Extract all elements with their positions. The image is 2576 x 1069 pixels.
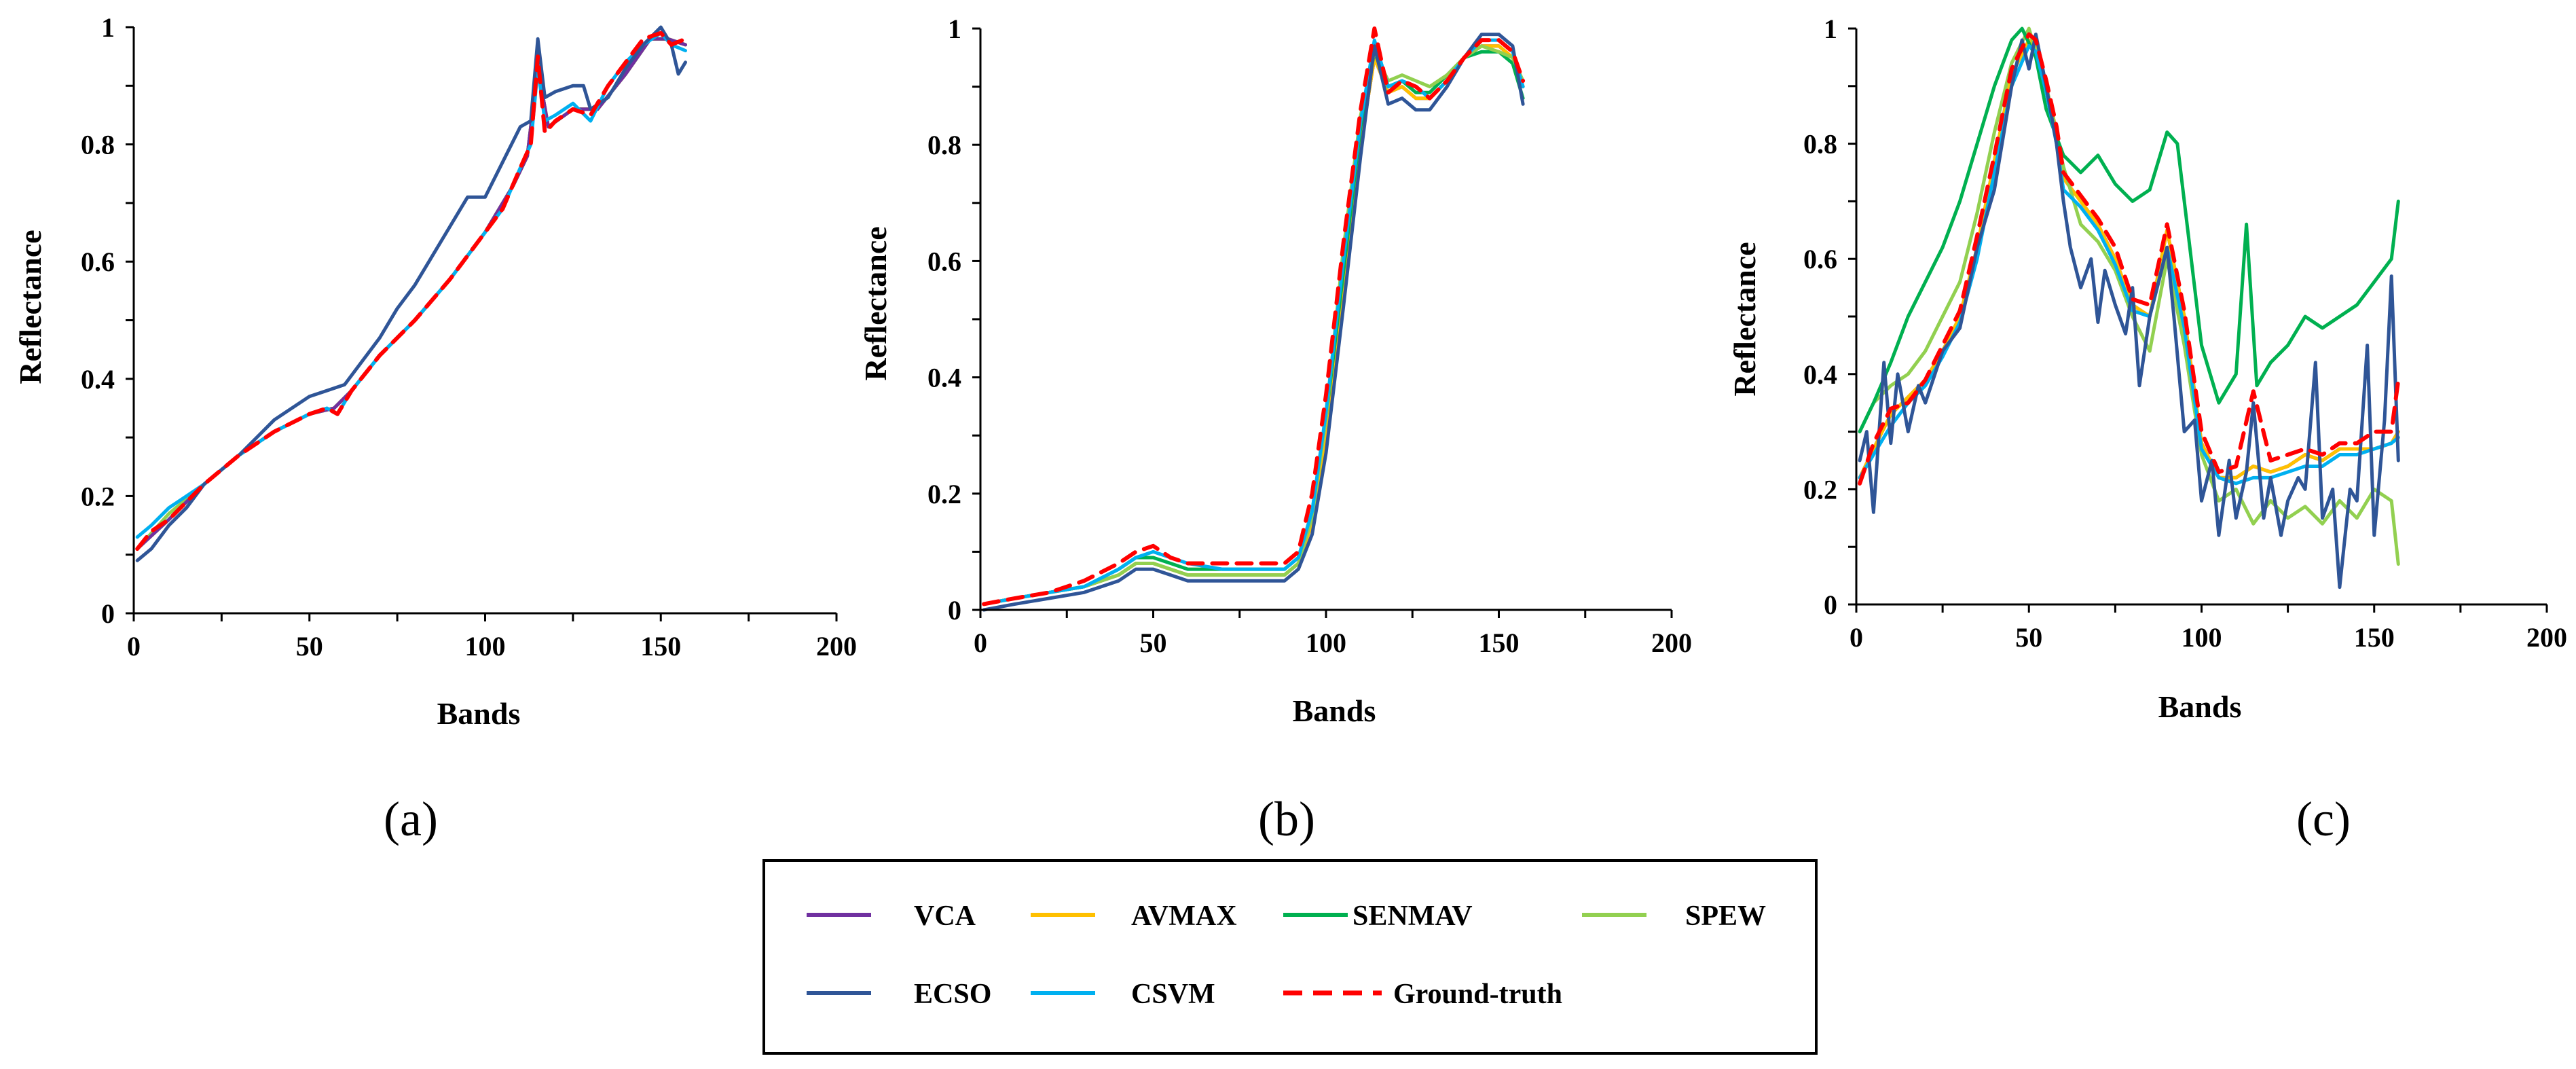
chart-c-series-ecso xyxy=(1858,33,2400,590)
chart-b-series-vca xyxy=(982,44,1525,606)
chart-b-x-tick-label: 200 xyxy=(1651,628,1692,658)
chart-c-y-tick-label: 0.8 xyxy=(1803,129,1837,160)
chart-b-y-tick-label: 0.2 xyxy=(927,479,961,509)
chart-c-y-tick-label: 0.6 xyxy=(1803,244,1837,274)
chart-c-x-tick-label: 150 xyxy=(2354,622,2395,653)
legend-entry-avmax: AVMAX xyxy=(1031,901,1237,932)
chart-c-y-tick-label: 1 xyxy=(1824,14,1837,44)
chart-a-panel-label: (a) xyxy=(384,792,438,846)
legend-entry-ecso: ECSO xyxy=(807,979,991,1010)
chart-a-series-csvm xyxy=(135,31,687,539)
legend-label-ground-truth: Ground-truth xyxy=(1393,979,1562,1010)
legend-entry-spew: SPEW xyxy=(1582,901,1766,932)
chart-c-x-tick-label: 200 xyxy=(2526,622,2567,653)
chart-b-y-tick-label: 0 xyxy=(948,595,961,626)
chart-a: Reflectance Bands (a) 0 50 100 150 200 0 0.2 0.… xyxy=(13,12,857,846)
legend-label-avmax: AVMAX xyxy=(1131,901,1237,932)
chart-a-series-ecso xyxy=(135,25,687,562)
legend-label-ecso: ECSO xyxy=(914,979,991,1010)
chart-b-y-tick-label: 0.4 xyxy=(927,363,961,393)
chart-a-y-tick-label: 0.6 xyxy=(81,247,115,277)
chart-b-x-tick-label: 50 xyxy=(1140,628,1167,658)
chart-c-x-tick-label: 50 xyxy=(2015,622,2042,653)
chart-b-y-tick-label: 0.8 xyxy=(927,130,961,160)
chart-a-ylabel: Reflectance xyxy=(13,230,48,384)
chart-c-series-senmav xyxy=(1858,26,2400,434)
legend-label-vca: VCA xyxy=(914,901,976,932)
chart-c-x-tick-label: 0 xyxy=(1850,622,1863,653)
chart-a-y-tick-label: 0.2 xyxy=(81,481,115,511)
chart-c-series-avmax xyxy=(1858,38,2400,479)
chart-a-y-tick-label: 0.8 xyxy=(81,130,115,160)
legend: VCA AVMAX SENMAV SPEW ECSO CSVM Ground-t… xyxy=(762,859,1818,1055)
legend-label-spew: SPEW xyxy=(1685,901,1766,932)
legend-entry-csvm: CSVM xyxy=(1031,979,1215,1010)
chart-b-x-tick-label: 100 xyxy=(1306,628,1346,658)
chart-b-series-csvm xyxy=(982,38,1525,606)
chart-b-panel-label: (b) xyxy=(1258,792,1315,846)
chart-a-xlabel: Bands xyxy=(437,696,521,731)
chart-c-y-tick-label: 0 xyxy=(1824,590,1837,620)
legend-label-senmav: SENMAV xyxy=(1353,901,1473,932)
chart-b: Reflectance Bands (b) 0 50 100 150 200 0 0.2 0.… xyxy=(858,14,1692,846)
chart-b-series-spew xyxy=(982,44,1525,606)
legend-entry-senmav: SENMAV xyxy=(1283,901,1473,932)
legend-entry-ground-truth: Ground-truth xyxy=(1283,979,1562,1010)
chart-b-series-ecso xyxy=(982,33,1525,612)
chart-a-y-tick-label: 0 xyxy=(101,598,115,629)
chart-b-series-senmav xyxy=(982,50,1525,606)
chart-b-y-tick-label: 0.6 xyxy=(927,246,961,276)
chart-a-x-tick-label: 200 xyxy=(816,631,857,662)
chart-b-series-ground-truth xyxy=(982,26,1526,606)
chart-b-y-tick-label: 1 xyxy=(948,14,961,44)
chart-c-xlabel: Bands xyxy=(2158,689,2242,724)
chart-b-ylabel: Reflectance xyxy=(858,226,893,380)
chart-c-y-tick-label: 0.2 xyxy=(1803,474,1837,505)
chart-b-x-tick-label: 150 xyxy=(1479,628,1520,658)
chart-a-x-tick-label: 50 xyxy=(296,631,323,662)
chart-c-series-spew xyxy=(1858,26,2400,566)
chart-c: Reflectance Bands (c) 0 50 100 150 200 0 0.2 0.… xyxy=(1727,14,2567,846)
legend-entry-vca: VCA xyxy=(807,901,976,932)
chart-c-panel-label: (c) xyxy=(2296,792,2351,846)
chart-c-y-tick-label: 0.4 xyxy=(1803,359,1837,390)
chart-c-series-ground-truth xyxy=(1858,32,2401,486)
chart-c-x-tick-label: 100 xyxy=(2182,622,2222,653)
legend-label-csvm: CSVM xyxy=(1131,979,1215,1010)
chart-b-x-tick-label: 0 xyxy=(974,628,987,658)
legend-frame xyxy=(762,859,1818,1055)
chart-a-x-tick-label: 0 xyxy=(127,631,141,662)
chart-a-series-ground-truth xyxy=(135,31,688,551)
chart-a-x-tick-label: 100 xyxy=(465,631,506,662)
chart-a-y-tick-label: 1 xyxy=(101,12,115,43)
chart-b-xlabel: Bands xyxy=(1293,693,1376,728)
chart-b-series-avmax xyxy=(982,44,1525,606)
chart-c-ylabel: Reflectance xyxy=(1727,242,1762,396)
chart-a-x-tick-label: 150 xyxy=(640,631,681,662)
chart-a-y-tick-label: 0.4 xyxy=(81,364,115,395)
